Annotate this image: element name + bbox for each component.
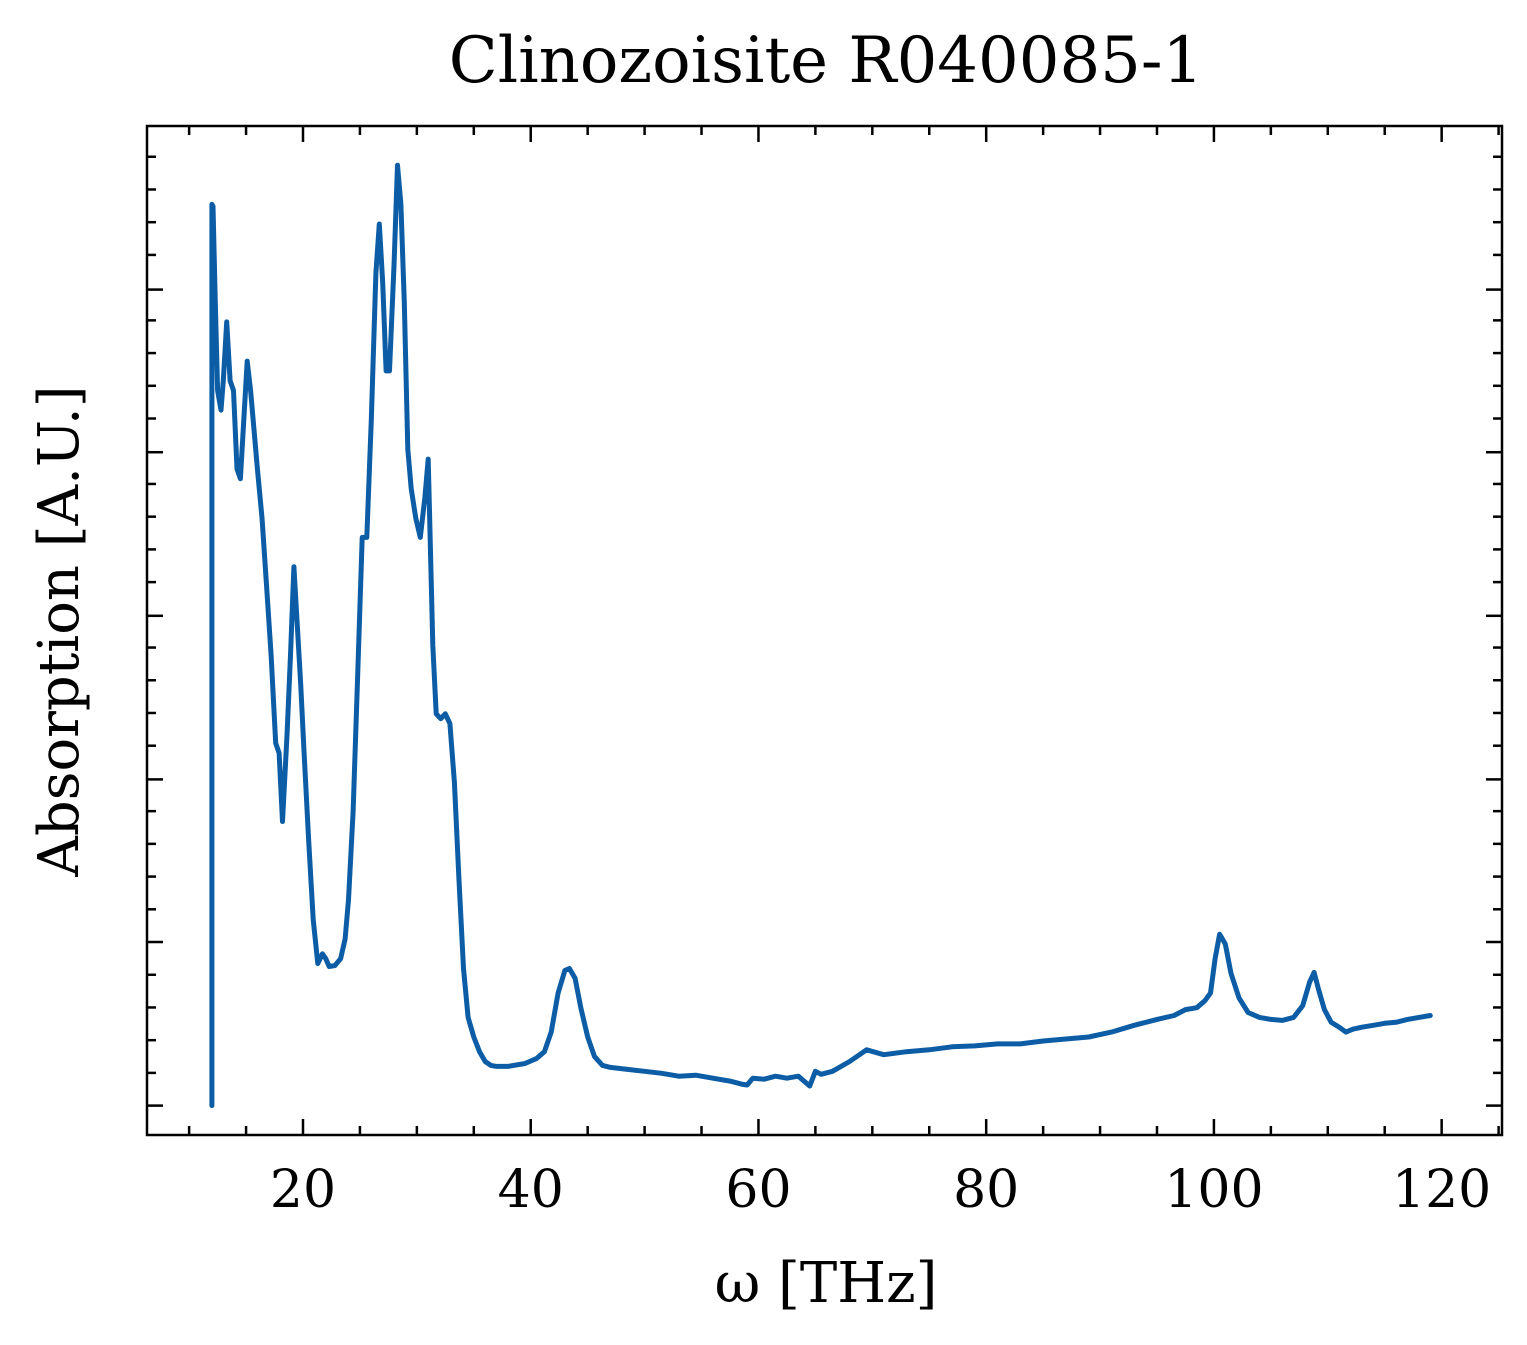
x-tick-labels: 20 40 60 80 100 120 <box>270 1160 1491 1220</box>
x-tick-label: 60 <box>725 1160 791 1220</box>
x-tick-label: 40 <box>498 1160 564 1220</box>
minor-ticks <box>147 126 1502 1135</box>
plot-frame <box>145 124 1504 1137</box>
x-tick-label: 100 <box>1164 1160 1263 1220</box>
y-axis-label: Absorption [A.U.] <box>27 385 92 877</box>
x-tick-label: 120 <box>1392 1160 1491 1220</box>
chart-title: Clinozoisite R040085-1 <box>449 24 1203 98</box>
x-tick-label: 20 <box>270 1160 336 1220</box>
major-ticks <box>147 126 1502 1135</box>
x-axis-label: ω [THz] <box>715 1251 938 1316</box>
x-tick-label: 80 <box>953 1160 1019 1220</box>
series-line <box>209 162 1433 1109</box>
